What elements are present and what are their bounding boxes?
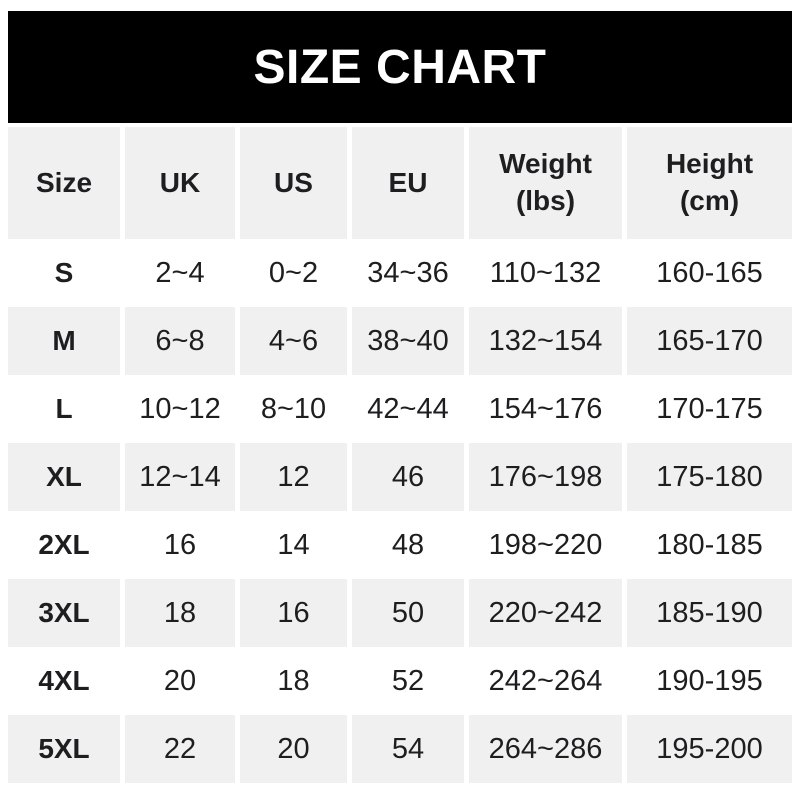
col-header-weight-label: Weight <box>499 148 592 180</box>
height-cell: 190-195 <box>627 647 792 715</box>
col-header-us: US <box>240 127 347 239</box>
weight-cell: 220~242 <box>469 579 622 647</box>
table-row-3xl: 3XL 18 16 50 220~242 185-190 <box>8 579 792 647</box>
weight-cell: 242~264 <box>469 647 622 715</box>
eu-cell: 46 <box>352 443 464 511</box>
eu-cell: 50 <box>352 579 464 647</box>
eu-cell: 34~36 <box>352 239 464 307</box>
page-title: SIZE CHART <box>253 40 547 94</box>
table-row-m: M 6~8 4~6 38~40 132~154 165-170 <box>8 307 792 375</box>
eu-cell: 38~40 <box>352 307 464 375</box>
us-cell: 14 <box>240 511 347 579</box>
table-row-xl: XL 12~14 12 46 176~198 175-180 <box>8 443 792 511</box>
us-cell: 20 <box>240 715 347 783</box>
weight-cell: 176~198 <box>469 443 622 511</box>
size-cell: 5XL <box>8 715 120 783</box>
uk-cell: 6~8 <box>125 307 235 375</box>
col-header-height: Height (cm) <box>627 127 792 239</box>
size-cell: S <box>8 239 120 307</box>
size-cell: 4XL <box>8 647 120 715</box>
uk-cell: 22 <box>125 715 235 783</box>
us-cell: 18 <box>240 647 347 715</box>
table-row-2xl: 2XL 16 14 48 198~220 180-185 <box>8 511 792 579</box>
height-cell: 170-175 <box>627 375 792 443</box>
height-cell: 175-180 <box>627 443 792 511</box>
size-cell: 3XL <box>8 579 120 647</box>
col-header-height-label: Height <box>665 148 754 180</box>
uk-cell: 10~12 <box>125 375 235 443</box>
weight-cell: 132~154 <box>469 307 622 375</box>
eu-cell: 42~44 <box>352 375 464 443</box>
table-row-4xl: 4XL 20 18 52 242~264 190-195 <box>8 647 792 715</box>
col-header-weight-unit: (lbs) <box>515 185 576 216</box>
eu-cell: 48 <box>352 511 464 579</box>
size-table: Size UK US EU Weight (lbs) Height (cm) S… <box>8 127 792 783</box>
weight-cell: 198~220 <box>469 511 622 579</box>
uk-cell: 16 <box>125 511 235 579</box>
height-cell: 180-185 <box>627 511 792 579</box>
uk-cell: 12~14 <box>125 443 235 511</box>
table-header-row: Size UK US EU Weight (lbs) Height (cm) <box>8 127 792 239</box>
us-cell: 0~2 <box>240 239 347 307</box>
col-header-uk: UK <box>125 127 235 239</box>
height-cell: 165-170 <box>627 307 792 375</box>
uk-cell: 20 <box>125 647 235 715</box>
eu-cell: 52 <box>352 647 464 715</box>
size-cell: L <box>8 375 120 443</box>
col-header-weight: Weight (lbs) <box>469 127 622 239</box>
us-cell: 16 <box>240 579 347 647</box>
col-header-eu: EU <box>352 127 464 239</box>
weight-cell: 110~132 <box>469 239 622 307</box>
uk-cell: 18 <box>125 579 235 647</box>
size-cell: 2XL <box>8 511 120 579</box>
eu-cell: 54 <box>352 715 464 783</box>
us-cell: 4~6 <box>240 307 347 375</box>
size-cell: M <box>8 307 120 375</box>
us-cell: 12 <box>240 443 347 511</box>
us-cell: 8~10 <box>240 375 347 443</box>
height-cell: 185-190 <box>627 579 792 647</box>
table-row-l: L 10~12 8~10 42~44 154~176 170-175 <box>8 375 792 443</box>
height-cell: 160-165 <box>627 239 792 307</box>
table-row-s: S 2~4 0~2 34~36 110~132 160-165 <box>8 239 792 307</box>
title-banner: SIZE CHART <box>8 11 792 123</box>
col-header-size: Size <box>8 127 120 239</box>
weight-cell: 264~286 <box>469 715 622 783</box>
table-row-5xl: 5XL 22 20 54 264~286 195-200 <box>8 715 792 783</box>
size-cell: XL <box>8 443 120 511</box>
col-header-height-unit: (cm) <box>679 185 740 216</box>
uk-cell: 2~4 <box>125 239 235 307</box>
weight-cell: 154~176 <box>469 375 622 443</box>
height-cell: 195-200 <box>627 715 792 783</box>
